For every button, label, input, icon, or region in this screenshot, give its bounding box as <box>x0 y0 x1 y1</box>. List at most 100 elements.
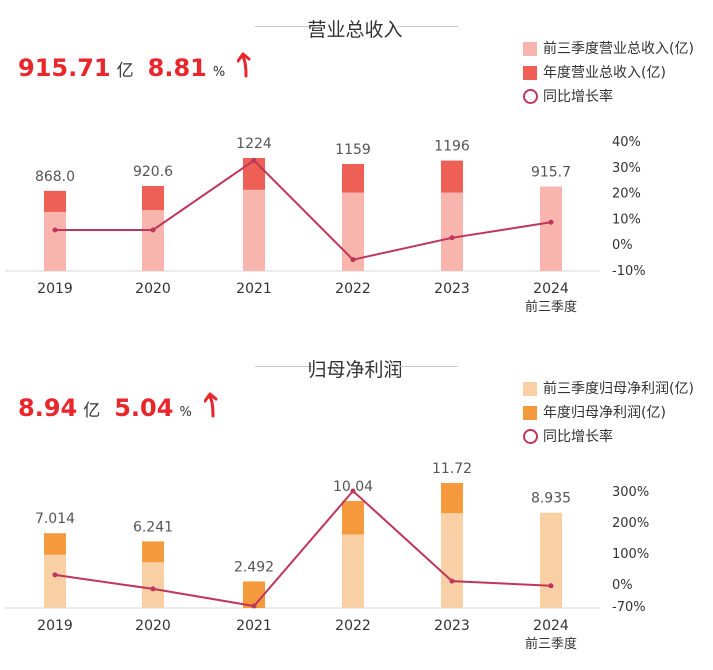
y2-tick-label: 200% <box>612 516 649 531</box>
bar-value-label: 8.935 <box>531 491 571 507</box>
legend-circle-icon <box>523 89 538 104</box>
growth-point <box>251 603 257 609</box>
legend-label-annual: 年度归母净利润(亿) <box>543 405 666 421</box>
net-profit-growth: 5.04 <box>114 394 174 422</box>
x-tick-label: 2021 <box>236 281 272 297</box>
y2-tick-label: 100% <box>612 547 649 562</box>
growth-point <box>251 157 257 163</box>
q3-bar <box>342 534 364 608</box>
x-tick-label: 2022 <box>335 618 371 634</box>
title-divider-right <box>398 26 458 27</box>
revenue-chart-title: 营业总收入 <box>307 19 403 41</box>
legend-circle-icon <box>523 429 538 444</box>
y2-tick-label: -10% <box>612 264 646 279</box>
net-profit-chart: 7.014 2019 6.241 2020 2.492 2021 10.04 2022 11.7… <box>5 461 649 652</box>
x-tick-label: 2019 <box>37 618 73 634</box>
bar-value-label: 1196 <box>434 139 470 155</box>
bar-value-label: 1224 <box>236 136 272 152</box>
x-tick-label: 2024 <box>533 618 569 634</box>
growth-point <box>150 227 156 233</box>
x-tick-label: 前三季度 <box>525 299 577 315</box>
legend-swatch-annual <box>523 406 537 420</box>
growth-point <box>150 586 156 592</box>
revenue-value: 915.71 <box>18 54 111 82</box>
bar-value-label: 10.04 <box>333 479 373 495</box>
revenue-growth-unit: % <box>212 65 226 80</box>
growth-line <box>54 489 552 608</box>
bar-value-label: 2.492 <box>234 559 274 575</box>
net-profit-unit: 亿 <box>83 401 101 421</box>
revenue-headline: 915.71 亿 8.81% <box>18 52 255 84</box>
q3-bar <box>441 192 463 271</box>
legend-item-q3: 前三季度归母净利润(亿) <box>523 378 708 402</box>
revenue-panel: 营业总收入 915.71 亿 8.81% 前三季度营业总收入(亿) 年度营业总收入(… <box>0 0 713 330</box>
y2-tick-label: -70% <box>612 600 646 615</box>
growth-point <box>548 583 554 589</box>
annual-bar <box>243 581 265 608</box>
legend-swatch-q3 <box>523 42 537 56</box>
legend-swatch-q3 <box>523 382 537 396</box>
net-profit-value: 8.94 <box>18 394 78 422</box>
growth-point <box>548 219 554 225</box>
net-profit-headline: 8.94 亿 5.04% <box>18 392 222 424</box>
y2-tick-label: 300% <box>612 485 649 500</box>
x-tick-label: 2020 <box>135 618 171 634</box>
title-divider-left <box>255 366 315 367</box>
bar-value-label: 7.014 <box>35 511 75 527</box>
growth-point <box>350 257 356 263</box>
q3-bar <box>44 554 66 608</box>
growth-point <box>52 572 58 578</box>
legend-label-q3: 前三季度归母净利润(亿) <box>543 381 694 397</box>
legend-item-growth: 同比增长率 <box>523 426 708 450</box>
q3-bar <box>540 186 562 271</box>
legend-label-q3: 前三季度营业总收入(亿) <box>543 41 694 57</box>
x-tick-label: 2021 <box>236 618 272 634</box>
growth-point <box>350 488 356 494</box>
q3-bar <box>342 192 364 271</box>
title-divider-right <box>398 366 458 367</box>
revenue-legend: 前三季度营业总收入(亿) 年度营业总收入(亿) 同比增长率 <box>523 38 708 110</box>
x-tick-label: 2023 <box>434 281 470 297</box>
net-profit-chart-title: 归母净利润 <box>307 359 403 381</box>
bar-value-label: 868.0 <box>35 169 75 185</box>
q3-bar <box>142 562 164 608</box>
legend-item-growth: 同比增长率 <box>523 86 708 110</box>
net-profit-legend: 前三季度归母净利润(亿) 年度归母净利润(亿) 同比增长率 <box>523 378 708 450</box>
legend-item-q3: 前三季度营业总收入(亿) <box>523 38 708 62</box>
growth-point <box>449 578 455 584</box>
legend-label-annual: 年度营业总收入(亿) <box>543 65 666 81</box>
legend-item-annual: 年度营业总收入(亿) <box>523 62 708 86</box>
y2-tick-label: 40% <box>612 135 641 150</box>
q3-bar <box>142 210 164 271</box>
legend-label-growth: 同比增长率 <box>543 89 613 105</box>
bar-value-label: 1159 <box>335 142 371 158</box>
q3-bar <box>441 513 463 608</box>
y2-tick-label: 20% <box>612 187 641 202</box>
net-profit-panel: 归母净利润 8.94 亿 5.04% 前三季度归母净利润(亿) 年度归母净利润(亿)… <box>0 340 713 670</box>
bar-value-label: 915.7 <box>531 164 571 180</box>
x-tick-label: 2022 <box>335 281 371 297</box>
q3-bar <box>540 512 562 608</box>
x-tick-label: 2024 <box>533 281 569 297</box>
revenue-growth: 8.81 <box>147 54 207 82</box>
y2-tick-label: 0% <box>612 238 633 253</box>
x-tick-label: 2020 <box>135 281 171 297</box>
revenue-chart: 868.0 2019 920.6 2020 1224 2021 1159 2022 1196 20… <box>5 135 646 315</box>
bar-value-label: 920.6 <box>133 164 173 180</box>
q3-bar <box>44 211 66 271</box>
y2-tick-label: 0% <box>612 578 633 593</box>
x-tick-label: 前三季度 <box>525 636 577 652</box>
net-profit-title-bar: 归母净利润 <box>0 352 713 382</box>
revenue-unit: 亿 <box>116 61 134 81</box>
title-divider-left <box>255 26 315 27</box>
bar-value-label: 6.241 <box>133 519 173 535</box>
legend-swatch-annual <box>523 66 537 80</box>
bar-value-label: 11.72 <box>432 461 472 477</box>
y2-tick-label: 30% <box>612 161 641 176</box>
legend-item-annual: 年度归母净利润(亿) <box>523 402 708 426</box>
growth-point <box>449 235 455 241</box>
revenue-title-bar: 营业总收入 <box>0 12 713 42</box>
growth-point <box>52 227 58 233</box>
net-profit-growth-unit: % <box>179 405 192 420</box>
legend-label-growth: 同比增长率 <box>543 429 613 445</box>
